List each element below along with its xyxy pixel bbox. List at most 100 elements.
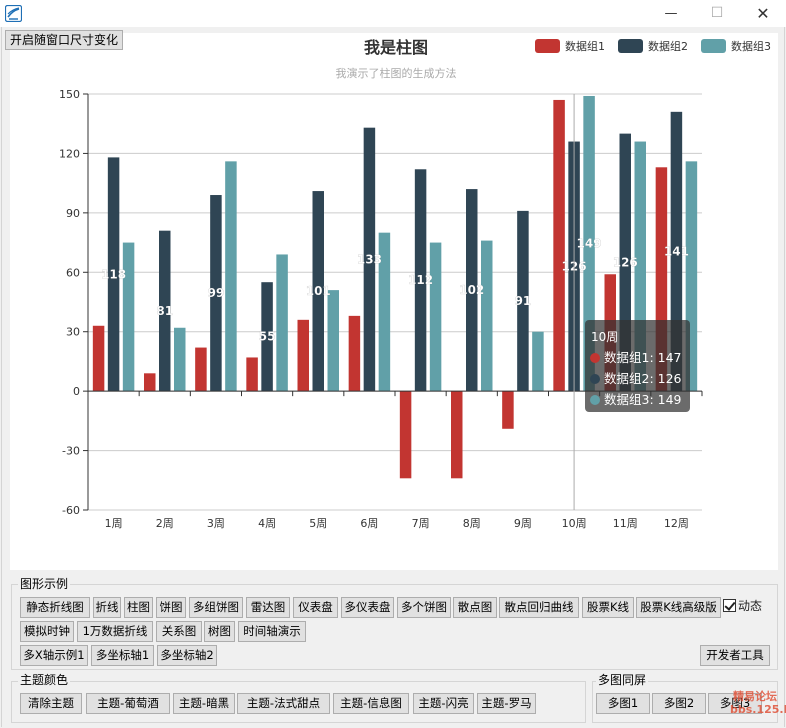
examples-group-title: 图形示例	[18, 577, 71, 591]
bar[interactable]	[174, 327, 186, 392]
maximize-button[interactable]: ☐	[710, 5, 724, 21]
minimize-button[interactable]: —	[664, 6, 678, 21]
close-button[interactable]: ✕	[756, 4, 770, 23]
bar[interactable]	[517, 210, 529, 392]
x-tick-label: 5周	[309, 517, 327, 530]
bar[interactable]	[670, 111, 683, 392]
y-tick-label: 120	[59, 147, 80, 160]
example-button[interactable]: 关系图	[156, 621, 202, 642]
bar[interactable]	[619, 133, 632, 392]
legend-label[interactable]: 数据组1	[565, 39, 605, 53]
legend-label[interactable]: 数据组3	[731, 39, 771, 53]
bar[interactable]	[363, 127, 376, 392]
bar[interactable]	[466, 189, 478, 392]
bar[interactable]	[195, 347, 207, 392]
bar[interactable]	[297, 319, 310, 392]
example-button[interactable]: 多X轴示例1	[20, 645, 88, 666]
theme-button[interactable]: 主题-暗黑	[173, 693, 235, 714]
bar[interactable]	[583, 95, 595, 392]
x-tick-label: 4周	[258, 517, 276, 530]
example-button[interactable]: 树图	[204, 621, 235, 642]
example-button[interactable]: 股票K线	[582, 597, 634, 618]
bar[interactable]	[429, 242, 442, 392]
example-button[interactable]: 多个饼图	[397, 597, 451, 618]
dynamic-checkbox-label: 动态	[738, 599, 763, 613]
dynamic-checkbox[interactable]: 动态	[723, 598, 762, 614]
legend-item[interactable]: 数据组3	[701, 39, 771, 53]
example-button[interactable]: 折线	[93, 597, 121, 618]
bar[interactable]	[502, 391, 514, 429]
example-button[interactable]: 饼图	[156, 597, 186, 618]
theme-button[interactable]: 主题-法式甜点	[237, 693, 330, 714]
theme-button[interactable]: 主题-葡萄酒	[86, 693, 170, 714]
example-button[interactable]: 多仪表盘	[341, 597, 394, 618]
bar[interactable]	[634, 141, 647, 392]
bar[interactable]	[685, 161, 698, 392]
forum-watermark: 精易论坛 bbs.125.la	[730, 690, 786, 716]
example-button[interactable]: 多坐标轴1	[91, 645, 154, 666]
bar[interactable]	[246, 357, 258, 392]
multi-chart-button[interactable]: 多图1	[596, 693, 650, 714]
theme-button[interactable]: 清除主题	[20, 693, 82, 714]
bar[interactable]	[225, 161, 237, 392]
theme-button[interactable]: 主题-信息图	[333, 693, 409, 714]
example-button[interactable]: 多坐标轴2	[157, 645, 217, 666]
bar[interactable]	[276, 254, 288, 392]
theme-button[interactable]: 主题-闪亮	[413, 693, 474, 714]
bar[interactable]	[655, 167, 668, 392]
theme-group	[11, 681, 586, 723]
bar[interactable]	[92, 325, 105, 392]
data-label: 55	[259, 330, 276, 344]
title-bar: — ☐ ✕	[0, 0, 786, 27]
chart-legend[interactable]: 数据组1 数据组2 数据组3	[535, 39, 771, 53]
multi-chart-button[interactable]: 多图2	[652, 693, 706, 714]
tooltip-box	[585, 320, 690, 412]
dev-tools-button[interactable]: 开发者工具	[700, 645, 770, 666]
example-button[interactable]: 散点回归曲线	[499, 597, 579, 618]
legend-swatch[interactable]	[618, 39, 643, 53]
bar[interactable]	[122, 242, 135, 392]
bar[interactable]	[210, 195, 222, 392]
checkbox-checked-icon[interactable]	[723, 599, 736, 612]
example-button[interactable]: 多组饼图	[189, 597, 243, 618]
data-label: 149	[577, 237, 602, 251]
bar[interactable]	[159, 230, 171, 392]
bar[interactable]	[451, 391, 463, 479]
data-label: 91	[515, 294, 532, 308]
example-button[interactable]: 1万数据折线	[77, 621, 153, 642]
bar[interactable]	[348, 315, 361, 392]
bar[interactable]	[378, 232, 391, 392]
bar[interactable]	[144, 373, 156, 392]
legend-swatch[interactable]	[535, 39, 560, 53]
example-button[interactable]: 散点图	[453, 597, 497, 618]
bar[interactable]	[553, 99, 565, 392]
data-label: 133	[357, 252, 382, 266]
example-button[interactable]: 柱图	[124, 597, 153, 618]
bar[interactable]	[399, 391, 412, 479]
example-button[interactable]: 静态折线图	[20, 597, 90, 618]
bar[interactable]	[261, 282, 273, 392]
example-button[interactable]: 仪表盘	[293, 597, 338, 618]
example-button[interactable]: 模拟时钟	[20, 621, 74, 642]
legend-item[interactable]: 数据组1	[535, 39, 605, 53]
legend-label[interactable]: 数据组2	[648, 39, 688, 53]
x-tick-label: 10周	[562, 517, 587, 530]
example-button[interactable]: 雷达图	[246, 597, 290, 618]
bar-chart[interactable]: 150 120 90 60 30 0 -30 -60 1周 2周 3周 4周 5周 6周 7周 8周 9周 10周…	[10, 33, 778, 570]
bar[interactable]	[414, 169, 427, 392]
bar[interactable]	[532, 331, 544, 392]
bar[interactable]	[107, 157, 120, 392]
theme-button[interactable]: 主题-罗马	[477, 693, 536, 714]
chart-canvas[interactable]: 150 120 90 60 30 0 -30 -60 1周 2周 3周 4周 5周 6周 7周 8周 9周 10周…	[10, 33, 778, 570]
bar[interactable]	[327, 290, 340, 392]
bar[interactable]	[481, 240, 493, 392]
legend-item[interactable]: 数据组2	[618, 39, 688, 53]
example-button[interactable]: 时间轴演示	[238, 621, 306, 642]
legend-swatch[interactable]	[701, 39, 726, 53]
resize-toggle-button[interactable]: 开启随窗口尺寸变化	[5, 30, 124, 50]
bar[interactable]	[312, 191, 325, 392]
example-button[interactable]: 股票K线高级版	[636, 597, 721, 618]
app-icon	[5, 5, 22, 22]
multi-chart-button[interactable]: 多图3	[708, 693, 762, 714]
x-tick-label: 2周	[156, 517, 174, 530]
